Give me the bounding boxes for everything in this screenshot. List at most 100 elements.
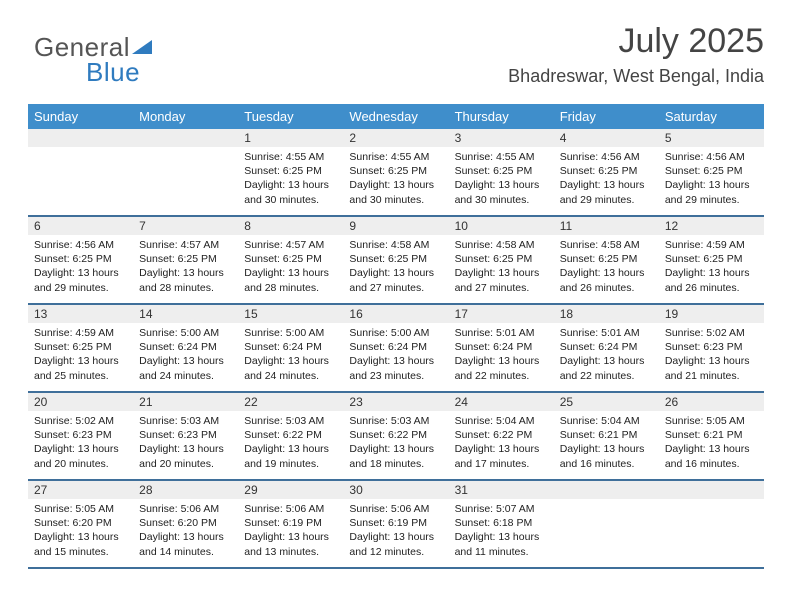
day-number: 12 [659, 217, 764, 235]
calendar-day: 1Sunrise: 4:55 AMSunset: 6:25 PMDaylight… [238, 129, 343, 215]
calendar-day: 3Sunrise: 4:55 AMSunset: 6:25 PMDaylight… [449, 129, 554, 215]
sunset-line: Sunset: 6:18 PM [455, 516, 548, 530]
day-number: 13 [28, 305, 133, 323]
daylight-line: Daylight: 13 hours and 27 minutes. [455, 266, 548, 294]
day-number: . [659, 481, 764, 499]
sunset-line: Sunset: 6:23 PM [34, 428, 127, 442]
day-body: Sunrise: 5:05 AMSunset: 6:21 PMDaylight:… [659, 411, 764, 477]
weekday-header: Wednesday [343, 104, 448, 129]
weeks-container: ..1Sunrise: 4:55 AMSunset: 6:25 PMDaylig… [28, 129, 764, 569]
sunset-line: Sunset: 6:23 PM [139, 428, 232, 442]
sunrise-line: Sunrise: 5:06 AM [349, 502, 442, 516]
day-body: Sunrise: 4:58 AMSunset: 6:25 PMDaylight:… [554, 235, 659, 301]
day-body: Sunrise: 4:58 AMSunset: 6:25 PMDaylight:… [449, 235, 554, 301]
sunset-line: Sunset: 6:24 PM [349, 340, 442, 354]
sunset-line: Sunset: 6:25 PM [455, 164, 548, 178]
daylight-line: Daylight: 13 hours and 22 minutes. [560, 354, 653, 382]
day-body: Sunrise: 5:03 AMSunset: 6:23 PMDaylight:… [133, 411, 238, 477]
sunrise-line: Sunrise: 4:55 AM [349, 150, 442, 164]
sunset-line: Sunset: 6:25 PM [560, 252, 653, 266]
calendar-day: 4Sunrise: 4:56 AMSunset: 6:25 PMDaylight… [554, 129, 659, 215]
daylight-line: Daylight: 13 hours and 24 minutes. [244, 354, 337, 382]
weekday-header-row: SundayMondayTuesdayWednesdayThursdayFrid… [28, 104, 764, 129]
page: General Blue July 2025 Bhadreswar, West … [0, 0, 792, 612]
calendar-empty-cell: . [659, 481, 764, 567]
sunrise-line: Sunrise: 5:02 AM [34, 414, 127, 428]
day-body: Sunrise: 5:01 AMSunset: 6:24 PMDaylight:… [554, 323, 659, 389]
day-body: Sunrise: 5:00 AMSunset: 6:24 PMDaylight:… [133, 323, 238, 389]
daylight-line: Daylight: 13 hours and 28 minutes. [244, 266, 337, 294]
title-month: July 2025 [508, 24, 764, 60]
day-body: Sunrise: 5:06 AMSunset: 6:19 PMDaylight:… [238, 499, 343, 565]
calendar-day: 31Sunrise: 5:07 AMSunset: 6:18 PMDayligh… [449, 481, 554, 567]
calendar-day: 19Sunrise: 5:02 AMSunset: 6:23 PMDayligh… [659, 305, 764, 391]
day-number: 9 [343, 217, 448, 235]
day-number: 15 [238, 305, 343, 323]
day-number: 2 [343, 129, 448, 147]
sunset-line: Sunset: 6:24 PM [560, 340, 653, 354]
brand-logo: General Blue [34, 30, 152, 94]
calendar-day: 26Sunrise: 5:05 AMSunset: 6:21 PMDayligh… [659, 393, 764, 479]
calendar-day: 28Sunrise: 5:06 AMSunset: 6:20 PMDayligh… [133, 481, 238, 567]
daylight-line: Daylight: 13 hours and 18 minutes. [349, 442, 442, 470]
daylight-line: Daylight: 13 hours and 11 minutes. [455, 530, 548, 558]
daylight-line: Daylight: 13 hours and 26 minutes. [665, 266, 758, 294]
calendar-day: 5Sunrise: 4:56 AMSunset: 6:25 PMDaylight… [659, 129, 764, 215]
title-block: July 2025 Bhadreswar, West Bengal, India [508, 24, 764, 87]
calendar-day: 21Sunrise: 5:03 AMSunset: 6:23 PMDayligh… [133, 393, 238, 479]
day-body: Sunrise: 4:55 AMSunset: 6:25 PMDaylight:… [238, 147, 343, 213]
calendar-week: 27Sunrise: 5:05 AMSunset: 6:20 PMDayligh… [28, 481, 764, 569]
sunrise-line: Sunrise: 5:03 AM [244, 414, 337, 428]
weekday-header: Monday [133, 104, 238, 129]
sunrise-line: Sunrise: 5:00 AM [139, 326, 232, 340]
day-number: 8 [238, 217, 343, 235]
day-number: 26 [659, 393, 764, 411]
daylight-line: Daylight: 13 hours and 25 minutes. [34, 354, 127, 382]
sunset-line: Sunset: 6:19 PM [349, 516, 442, 530]
daylight-line: Daylight: 13 hours and 21 minutes. [665, 354, 758, 382]
day-number: 10 [449, 217, 554, 235]
day-body: Sunrise: 5:03 AMSunset: 6:22 PMDaylight:… [343, 411, 448, 477]
day-body: Sunrise: 4:59 AMSunset: 6:25 PMDaylight:… [28, 323, 133, 389]
day-body: Sunrise: 5:02 AMSunset: 6:23 PMDaylight:… [28, 411, 133, 477]
day-number: . [133, 129, 238, 147]
sunset-line: Sunset: 6:22 PM [455, 428, 548, 442]
daylight-line: Daylight: 13 hours and 29 minutes. [560, 178, 653, 206]
day-number: 25 [554, 393, 659, 411]
calendar-day: 8Sunrise: 4:57 AMSunset: 6:25 PMDaylight… [238, 217, 343, 303]
daylight-line: Daylight: 13 hours and 23 minutes. [349, 354, 442, 382]
calendar: SundayMondayTuesdayWednesdayThursdayFrid… [28, 104, 764, 569]
calendar-day: 2Sunrise: 4:55 AMSunset: 6:25 PMDaylight… [343, 129, 448, 215]
sunset-line: Sunset: 6:24 PM [244, 340, 337, 354]
weekday-header: Friday [554, 104, 659, 129]
calendar-week: 6Sunrise: 4:56 AMSunset: 6:25 PMDaylight… [28, 217, 764, 305]
day-number: 1 [238, 129, 343, 147]
calendar-day: 12Sunrise: 4:59 AMSunset: 6:25 PMDayligh… [659, 217, 764, 303]
day-body: Sunrise: 4:59 AMSunset: 6:25 PMDaylight:… [659, 235, 764, 301]
sunrise-line: Sunrise: 4:58 AM [455, 238, 548, 252]
daylight-line: Daylight: 13 hours and 20 minutes. [34, 442, 127, 470]
sunrise-line: Sunrise: 4:59 AM [665, 238, 758, 252]
calendar-empty-cell: . [28, 129, 133, 215]
day-number: 4 [554, 129, 659, 147]
weekday-header: Tuesday [238, 104, 343, 129]
calendar-day: 15Sunrise: 5:00 AMSunset: 6:24 PMDayligh… [238, 305, 343, 391]
calendar-week: ..1Sunrise: 4:55 AMSunset: 6:25 PMDaylig… [28, 129, 764, 217]
sunrise-line: Sunrise: 5:04 AM [560, 414, 653, 428]
daylight-line: Daylight: 13 hours and 16 minutes. [665, 442, 758, 470]
sunrise-line: Sunrise: 4:56 AM [560, 150, 653, 164]
sunset-line: Sunset: 6:25 PM [349, 164, 442, 178]
day-number: 21 [133, 393, 238, 411]
daylight-line: Daylight: 13 hours and 14 minutes. [139, 530, 232, 558]
day-number: 23 [343, 393, 448, 411]
day-body: Sunrise: 5:04 AMSunset: 6:22 PMDaylight:… [449, 411, 554, 477]
day-body: Sunrise: 4:56 AMSunset: 6:25 PMDaylight:… [28, 235, 133, 301]
sunrise-line: Sunrise: 5:00 AM [349, 326, 442, 340]
sunset-line: Sunset: 6:25 PM [34, 252, 127, 266]
sunrise-line: Sunrise: 5:03 AM [139, 414, 232, 428]
weekday-header: Saturday [659, 104, 764, 129]
day-number: 28 [133, 481, 238, 499]
day-number: 5 [659, 129, 764, 147]
calendar-day: 7Sunrise: 4:57 AMSunset: 6:25 PMDaylight… [133, 217, 238, 303]
calendar-empty-cell: . [133, 129, 238, 215]
